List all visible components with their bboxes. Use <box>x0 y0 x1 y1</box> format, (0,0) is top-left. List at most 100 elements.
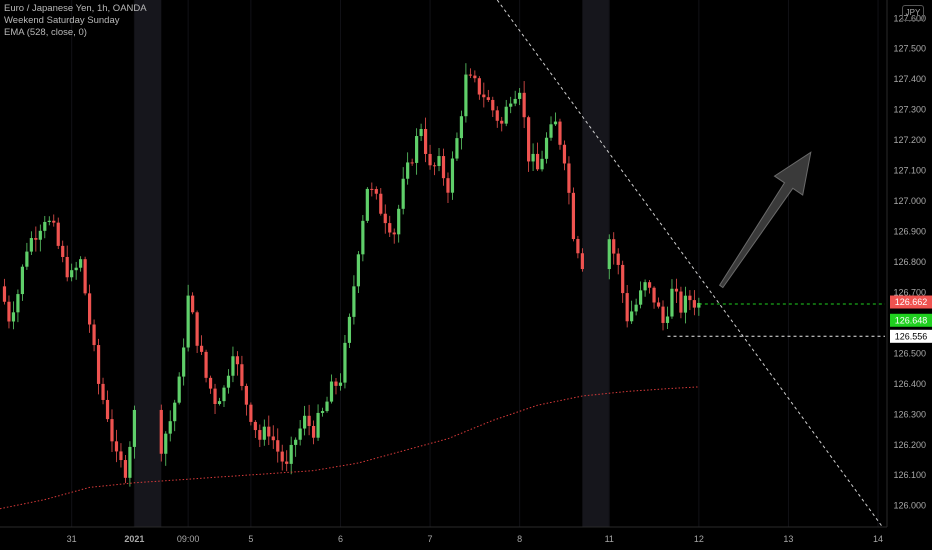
candle-10 <box>47 216 51 226</box>
time-tick-label: 09:00 <box>177 534 200 544</box>
candle-body <box>92 324 96 346</box>
candle-body <box>504 106 508 124</box>
candle-body <box>173 402 177 422</box>
candle-64 <box>311 420 316 445</box>
candle-body <box>388 223 392 233</box>
candle-94 <box>446 172 450 204</box>
candle-body <box>625 293 629 322</box>
candle-42 <box>213 383 217 414</box>
candle-body <box>630 311 634 322</box>
candle-110 <box>518 88 522 106</box>
candle-59 <box>289 436 293 475</box>
candle-35 <box>182 338 186 386</box>
candle-body <box>253 421 257 431</box>
price-tick-label: 127.100 <box>893 166 926 176</box>
candle-13 <box>61 240 65 263</box>
candle-body <box>571 192 576 240</box>
price-tick-label: 126.200 <box>893 440 926 450</box>
candle-1 <box>7 295 11 329</box>
price-badge-high: 126.648 <box>890 313 932 327</box>
candle-28 <box>128 441 132 487</box>
candle-141 <box>679 286 683 319</box>
candle-68 <box>329 374 334 404</box>
candle-111 <box>522 81 526 129</box>
candle-body <box>191 295 195 313</box>
candle-109 <box>513 90 517 107</box>
candle-12 <box>56 217 60 250</box>
candle-41 <box>208 375 213 394</box>
candle-106 <box>500 116 504 132</box>
candle-23 <box>105 390 110 423</box>
candle-body <box>415 136 419 163</box>
candle-80 <box>383 204 387 234</box>
candle-body <box>464 74 468 117</box>
candle-125 <box>607 234 611 280</box>
price-badge-label: 126.556 <box>895 332 928 342</box>
candle-body <box>697 302 701 308</box>
candle-body <box>612 239 616 254</box>
price-tick-label: 126.300 <box>893 409 926 419</box>
candle-89 <box>423 117 428 163</box>
candle-body <box>132 409 136 447</box>
candle-84 <box>401 167 405 215</box>
candle-body <box>267 426 271 437</box>
candle-83 <box>397 204 401 243</box>
candle-136 <box>656 297 661 309</box>
chart-legend[interactable]: Euro / Japanese Yen, 1h, OANDA Weekend S… <box>4 3 147 39</box>
candle-134 <box>647 279 652 294</box>
time-tick-label: 31 <box>67 534 77 544</box>
price-axis[interactable]: 126.000 126.100 126.200 126.300 126.400 126.5… <box>886 0 926 527</box>
candle-126 <box>612 232 616 265</box>
time-tick-label: 2021 <box>124 534 144 544</box>
candle-body <box>231 356 235 376</box>
price-badge-bg <box>890 295 932 309</box>
candle-body <box>397 208 401 235</box>
candle-58 <box>285 450 289 472</box>
indicator-label[interactable]: EMA (528, close, 0) <box>4 27 87 38</box>
candle-body <box>647 282 652 288</box>
time-tick-label: 5 <box>248 534 253 544</box>
candle-33 <box>173 399 177 432</box>
candle-body <box>576 239 580 254</box>
candle-body <box>195 312 199 346</box>
candle-body <box>240 364 244 386</box>
candle-29 <box>132 405 136 459</box>
price-badge-level: 126.556 <box>890 329 932 343</box>
arrow-shape[interactable] <box>718 151 812 289</box>
candle-body <box>16 294 20 313</box>
candle-92 <box>437 148 441 172</box>
price-badge-last: 126.662 <box>890 295 932 309</box>
candle-105 <box>495 106 499 128</box>
currency-button[interactable]: JPY <box>902 5 924 21</box>
candle-body <box>338 382 343 386</box>
candle-body <box>38 230 42 240</box>
candle-body <box>87 293 92 325</box>
candle-body <box>307 415 311 426</box>
candle-139 <box>670 279 674 319</box>
candle-34 <box>177 372 181 405</box>
candle-30 <box>159 404 163 462</box>
candle-body <box>468 74 472 76</box>
candle-body <box>423 128 428 154</box>
candle-119 <box>558 118 562 150</box>
candle-36 <box>186 284 190 352</box>
price-axis-ticks: 126.000 126.100 126.200 126.300 126.400 126.5… <box>893 13 926 510</box>
candle-body <box>432 165 437 167</box>
candle-76 <box>365 187 369 224</box>
candle-body <box>540 158 544 170</box>
candle-16 <box>74 261 78 280</box>
candle-body <box>607 239 611 270</box>
time-axis[interactable]: 31 2021 09:00 5 6 7 8 11 12 13 14 <box>0 526 887 544</box>
candle-86 <box>410 158 414 166</box>
trendline[interactable] <box>496 0 883 528</box>
candle-142 <box>683 286 688 324</box>
candle-body <box>567 163 571 193</box>
weekend-band-0 <box>134 0 162 527</box>
candle-56 <box>276 428 280 463</box>
candle-body <box>316 412 320 438</box>
candle-107 <box>504 99 508 127</box>
candle-39 <box>199 335 204 355</box>
symbol-title[interactable]: Euro / Japanese Yen, 1h, OANDA <box>4 3 147 14</box>
candle-115 <box>540 150 544 172</box>
